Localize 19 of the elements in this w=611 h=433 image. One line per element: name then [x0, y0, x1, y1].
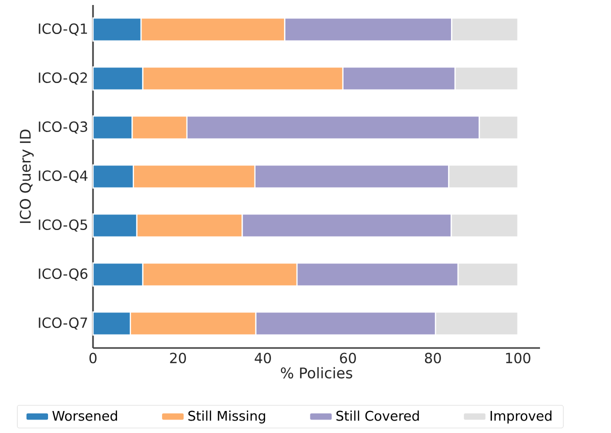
- y-tick-label: ICO-Q4: [38, 170, 88, 183]
- x-tick-label: 80: [424, 352, 441, 364]
- x-tick-label: 20: [170, 352, 186, 364]
- x-tick-label: 40: [254, 352, 271, 364]
- x-axis-title: % Policies: [280, 367, 352, 378]
- y-tick-label: ICO-Q1: [38, 23, 87, 36]
- x-tick-label: 100: [506, 352, 530, 364]
- y-tick-label: ICO-Q5: [38, 219, 88, 232]
- legend-label: Still Missing: [188, 410, 266, 424]
- y-tick-label: ICO-Q2: [38, 72, 87, 85]
- y-tick-label: ICO-Q6: [38, 268, 88, 281]
- y-tick-label: ICO-Q7: [38, 317, 88, 330]
- legend-label: Still Covered: [336, 410, 419, 421]
- x-tick-label: 60: [340, 352, 356, 364]
- y-axis-title: ICO Query ID: [20, 130, 34, 223]
- legend-label: Worsened: [52, 410, 118, 421]
- y-tick-label: ICO-Q3: [38, 121, 88, 134]
- legend-label: Improved: [490, 410, 552, 424]
- x-tick-label: 0: [89, 352, 97, 364]
